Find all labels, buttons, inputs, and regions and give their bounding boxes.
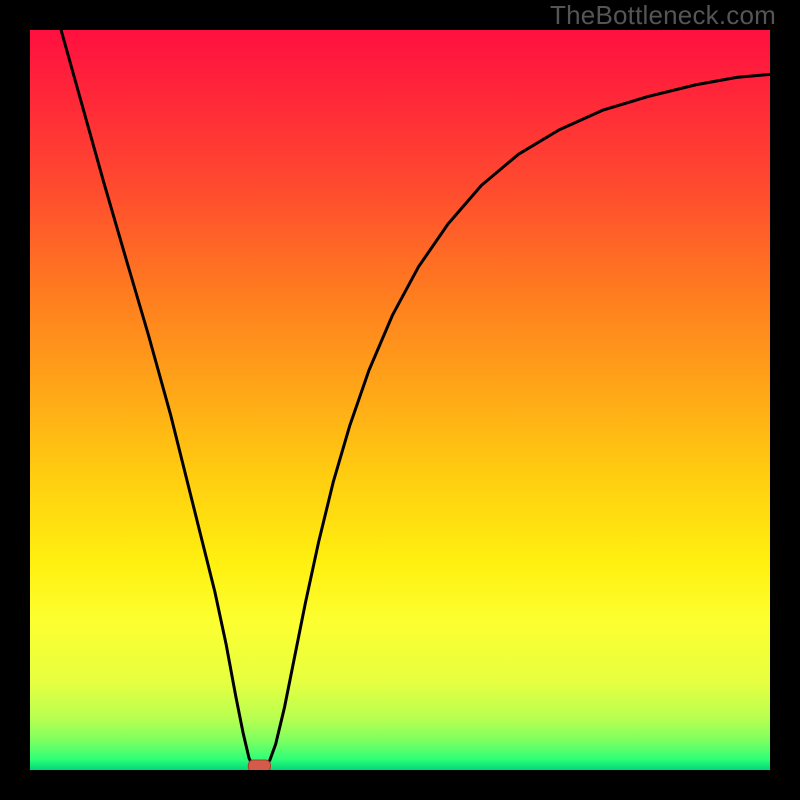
plot-svg xyxy=(30,30,770,770)
watermark-text: TheBottleneck.com xyxy=(550,0,776,31)
optimal-marker xyxy=(248,760,270,770)
plot-background xyxy=(30,30,770,770)
chart-container: TheBottleneck.com xyxy=(0,0,800,800)
plot-area xyxy=(30,30,770,770)
